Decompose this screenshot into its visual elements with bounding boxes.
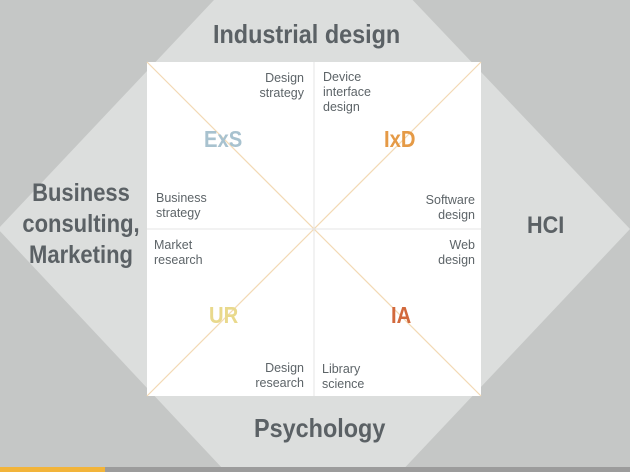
label-software-design: Software design: [426, 193, 475, 223]
discipline-ur: UR: [209, 302, 239, 328]
label-business-strategy: Business strategy: [156, 191, 207, 221]
label-line: research: [255, 376, 304, 390]
field-bottom-label: Psychology: [254, 413, 386, 443]
label-line: Library: [322, 362, 361, 376]
bottom-bar-accent: [0, 467, 105, 472]
label-device-interface-design: Device interface design: [323, 70, 371, 115]
discipline-exs: ExS: [204, 126, 243, 152]
label-line: Design: [265, 361, 304, 375]
label-library-science: Library science: [322, 362, 364, 392]
label-line: Design: [265, 71, 304, 85]
label-line: strategy: [156, 206, 201, 220]
field-right-label: HCI: [527, 212, 565, 239]
label-line: interface: [323, 85, 371, 99]
label-market-research: Market research: [154, 238, 203, 268]
discipline-ia: IA: [391, 302, 412, 328]
bottom-bar: [0, 467, 630, 472]
label-design-research: Design research: [255, 361, 304, 391]
label-line: research: [154, 253, 203, 267]
field-left-line-3: Marketing: [29, 241, 133, 269]
label-line: science: [322, 377, 365, 391]
label-line: design: [438, 208, 475, 222]
discipline-ixd: IxD: [384, 126, 416, 152]
label-line: Business: [156, 191, 207, 205]
label-line: Software: [425, 193, 475, 207]
label-web-design: Web design: [438, 238, 475, 268]
label-line: strategy: [259, 86, 304, 100]
label-line: design: [438, 253, 475, 267]
label-design-strategy: Design strategy: [260, 71, 304, 101]
field-top-label: Industrial design: [213, 19, 401, 49]
field-left-line-1: Business: [32, 179, 130, 207]
field-left-label: Business consulting, Marketing: [22, 178, 140, 271]
label-line: design: [323, 100, 360, 114]
label-line: Device: [323, 70, 362, 84]
label-line: Market: [154, 238, 193, 252]
field-left-line-2: consulting,: [22, 210, 140, 238]
label-line: Web: [449, 238, 475, 252]
